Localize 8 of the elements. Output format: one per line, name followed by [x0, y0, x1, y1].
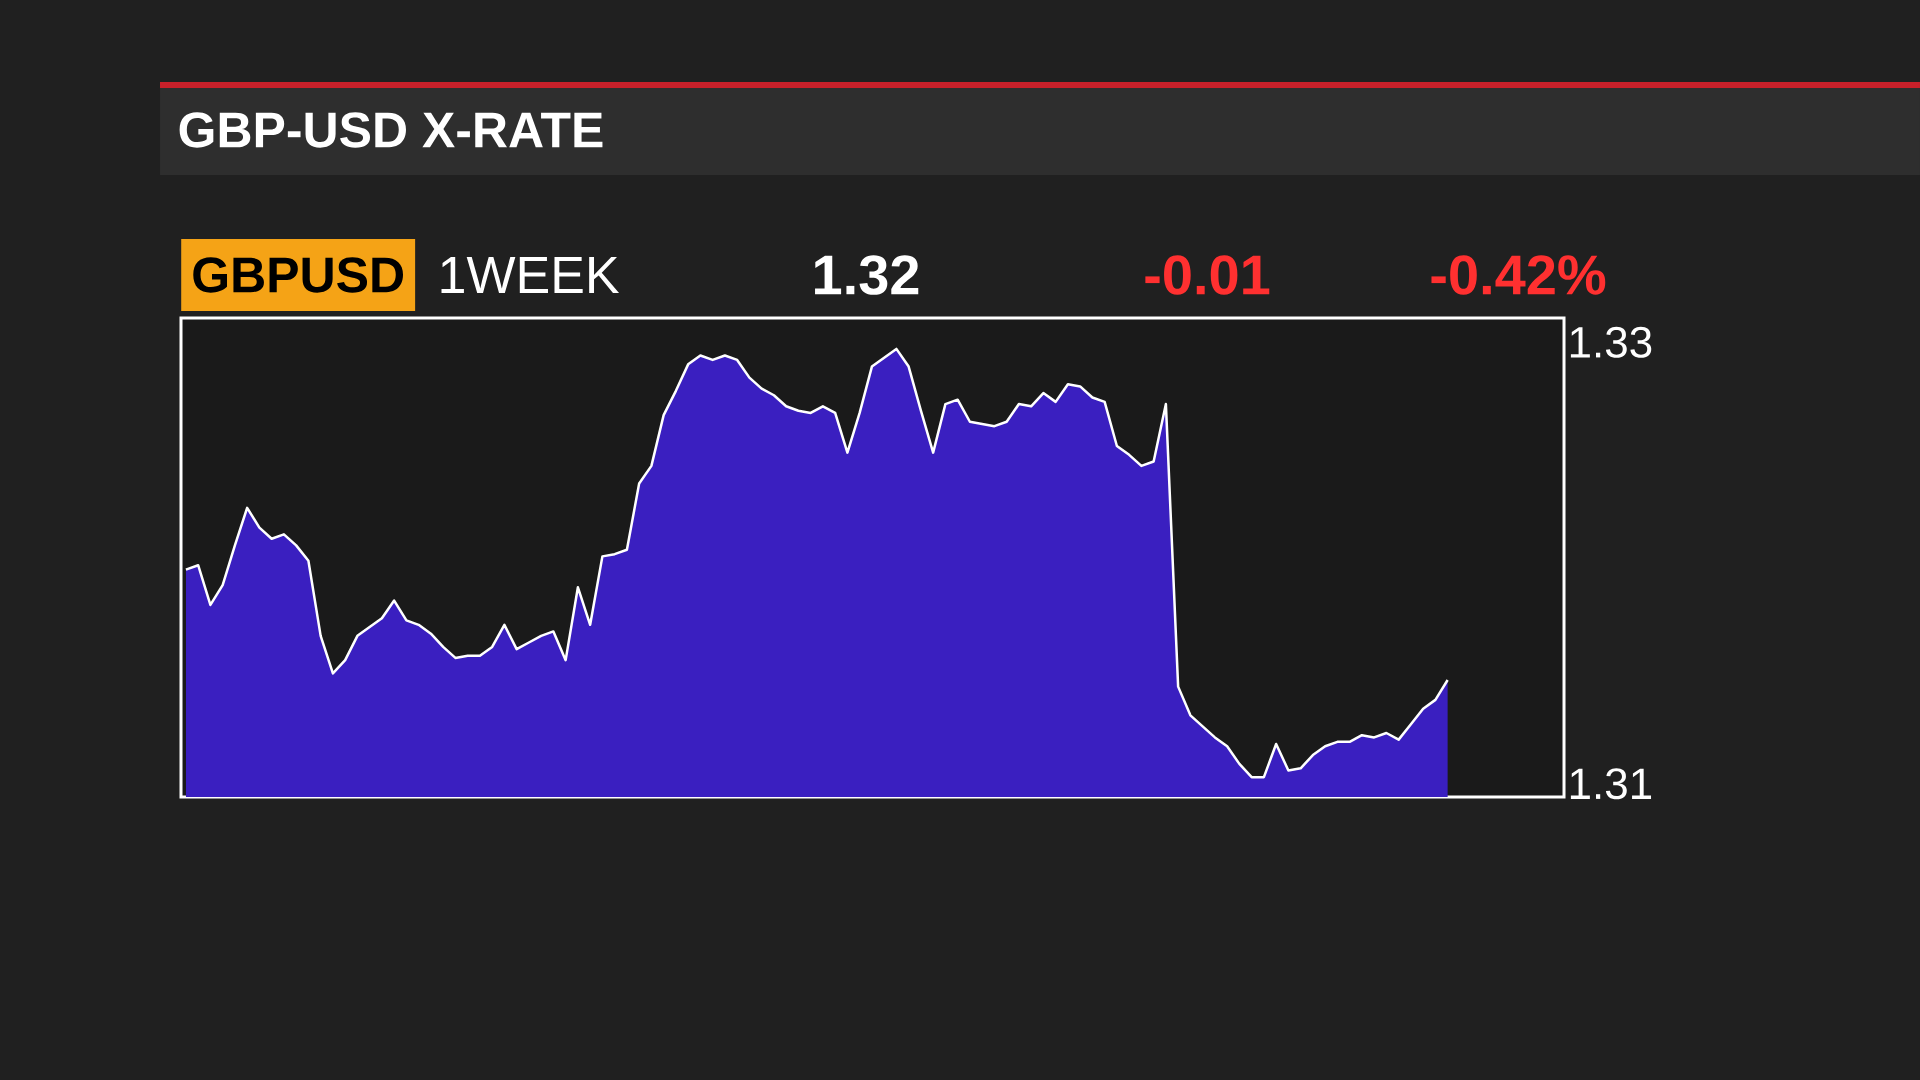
y-tick-label: 1.33: [1570, 326, 1652, 358]
text: 1WEEK: [441, 257, 620, 293]
chart-title: GBP-USD X-RATE: [179, 112, 603, 148]
text: -0.01: [1145, 255, 1270, 295]
text: 1.32: [815, 255, 919, 295]
text: -0.42%: [1431, 255, 1606, 295]
text: GBPUSD: [193, 257, 404, 293]
y-tick-label: 1.31: [1570, 768, 1652, 800]
